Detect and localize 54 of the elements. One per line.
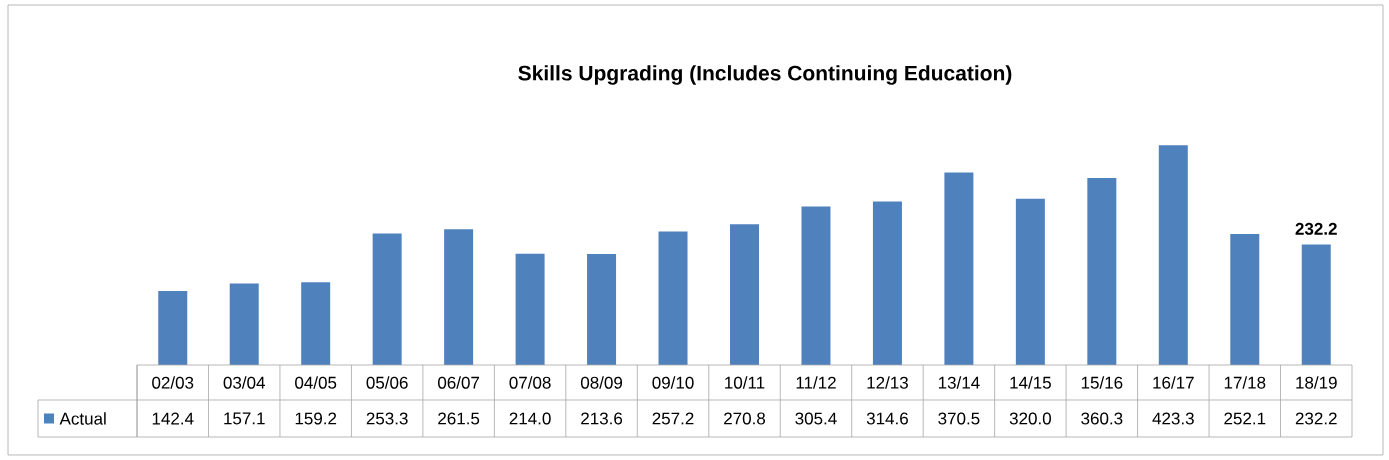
- x-tick-label: 18/19: [1296, 376, 1337, 389]
- data-label: 305.4: [795, 412, 837, 425]
- bar: [1301, 244, 1331, 365]
- bar: [944, 172, 974, 365]
- x-tick-label: 17/18: [1224, 376, 1266, 389]
- x-tick-label: 10/11: [725, 376, 765, 389]
- bar: [872, 201, 902, 365]
- bar: [587, 254, 617, 365]
- x-tick-label: 15/16: [1081, 376, 1123, 389]
- annotation: 232.2: [1295, 222, 1337, 235]
- bar: [1015, 198, 1045, 365]
- x-tick-label: 07/08: [509, 376, 551, 389]
- data-label: 213.6: [581, 412, 623, 425]
- bar: [372, 233, 402, 365]
- data-label: 320.0: [1009, 412, 1051, 425]
- chart-title: Skills Upgrading (Includes Continuing Education): [518, 65, 1012, 85]
- data-label: 370.5: [938, 412, 980, 425]
- bar: [730, 224, 759, 365]
- data-label: 159.2: [295, 412, 337, 425]
- data-label: 257.2: [652, 412, 694, 425]
- bar: [1230, 234, 1260, 365]
- legend-label: Actual: [59, 412, 106, 425]
- x-tick-label: 16/17: [1153, 376, 1194, 389]
- x-tick-label: 13/14: [938, 376, 980, 389]
- bar: [1087, 177, 1117, 365]
- bar: [515, 253, 545, 365]
- bar: [444, 229, 474, 365]
- x-tick-label: 12/13: [867, 376, 908, 389]
- x-tick-label: 02/03: [152, 376, 194, 389]
- x-tick-label: 04/05: [295, 376, 337, 389]
- x-tick-label: 08/09: [580, 376, 623, 389]
- bar: [229, 283, 259, 365]
- bar: [801, 206, 831, 365]
- x-tick-label: 05/06: [366, 376, 408, 389]
- data-label: 261.5: [438, 412, 480, 425]
- x-tick-label: 03/04: [223, 376, 265, 389]
- data-label: 157.1: [224, 412, 265, 425]
- data-label: 314.6: [866, 412, 908, 425]
- bar: [1158, 145, 1188, 365]
- x-tick-label: 14/15: [1010, 376, 1051, 389]
- data-label: 252.1: [1224, 412, 1266, 425]
- data-label: 270.8: [724, 412, 766, 425]
- x-tick-label: 06/07: [438, 376, 480, 389]
- data-label: 142.4: [152, 412, 194, 425]
- data-label: 360.3: [1081, 412, 1123, 425]
- bar: [658, 231, 688, 365]
- data-label: 423.3: [1152, 412, 1194, 425]
- data-label: 253.3: [366, 412, 408, 425]
- data-label: 232.2: [1295, 412, 1337, 425]
- x-tick-label: 09/10: [652, 376, 694, 389]
- bar: [158, 291, 188, 365]
- x-tick-label: 11/12: [796, 376, 836, 389]
- bar: [301, 282, 331, 365]
- data-label: 214.0: [509, 412, 551, 425]
